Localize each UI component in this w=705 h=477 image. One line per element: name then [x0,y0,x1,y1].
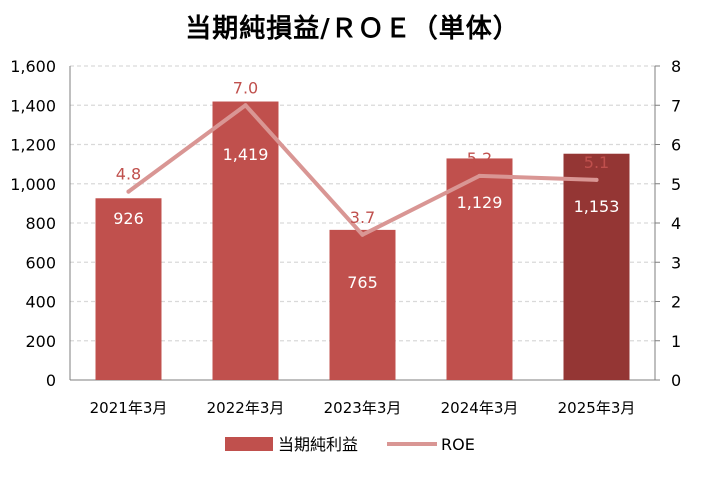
y-right-tick-label: 7 [671,96,681,115]
x-tick-label: 2025年3月 [558,399,636,417]
legend-swatch-net-income [225,437,273,451]
y-right-tick-label: 4 [671,214,681,233]
bar-value-label: 765 [347,273,378,292]
bar-value-label: 1,419 [223,145,269,164]
roe-value-label: 5.1 [584,153,609,172]
y-right-tick-label: 6 [671,136,681,155]
y-left-tick-label: 1,000 [10,175,56,194]
roe-point [243,103,248,108]
y-left-tick-label: 600 [25,253,56,272]
axes: 0 200 400 600 800 1,000 1,200 1,400 1,600 0 1 2 3 4 5 6… [10,57,681,417]
roe-point [126,189,131,194]
x-tick-label: 2024年3月 [441,399,519,417]
y-left-tick-label: 1,200 [10,136,56,155]
bar [329,229,396,380]
roe-point [594,177,599,182]
x-tick-label: 2022年3月 [207,399,285,417]
legend-label-roe: ROE [441,435,475,454]
y-right-tick-label: 3 [671,253,681,272]
bar-value-label: 1,153 [574,197,620,216]
y-left-tick-label: 1,400 [10,96,56,115]
roe-value-label: 5.2 [467,149,492,168]
bar-series [95,101,630,381]
chart-title: 当期純損益/ＲＯＥ（単体） [185,14,520,44]
y-left-tick-label: 400 [25,293,56,312]
roe-line-series [126,103,599,237]
bar [212,101,279,381]
data-labels: 926 1,419 765 1,129 1,153 4.8 7.0 3.7 5.2 5.1 [113,78,619,292]
y-right-tick-label: 1 [671,332,681,351]
roe-point [360,232,365,237]
y-right-tick-label: 0 [671,371,681,390]
y-right-tick-label: 5 [671,175,681,194]
x-tick-label: 2021年3月 [90,399,168,417]
y-left-tick-label: 800 [25,214,56,233]
y-left-tick-label: 200 [25,332,56,351]
legend-label-net-income: 当期純利益 [278,435,358,454]
y-left-tick-label: 0 [46,371,56,390]
roe-value-label: 4.8 [116,165,141,184]
roe-value-label: 7.0 [233,78,258,97]
legend: 当期純利益 ROE [225,435,475,454]
x-tick-label: 2023年3月 [324,399,402,417]
y-right-tick-label: 8 [671,57,681,76]
bar-value-label: 926 [113,209,144,228]
bar-value-label: 1,129 [457,193,503,212]
roe-point [477,173,482,178]
y-right-tick-label: 2 [671,293,681,312]
bar [446,158,513,380]
y-left-tick-label: 1,600 [10,57,56,76]
roe-value-label: 3.7 [350,208,375,227]
bar [563,153,630,380]
bar [95,198,162,380]
